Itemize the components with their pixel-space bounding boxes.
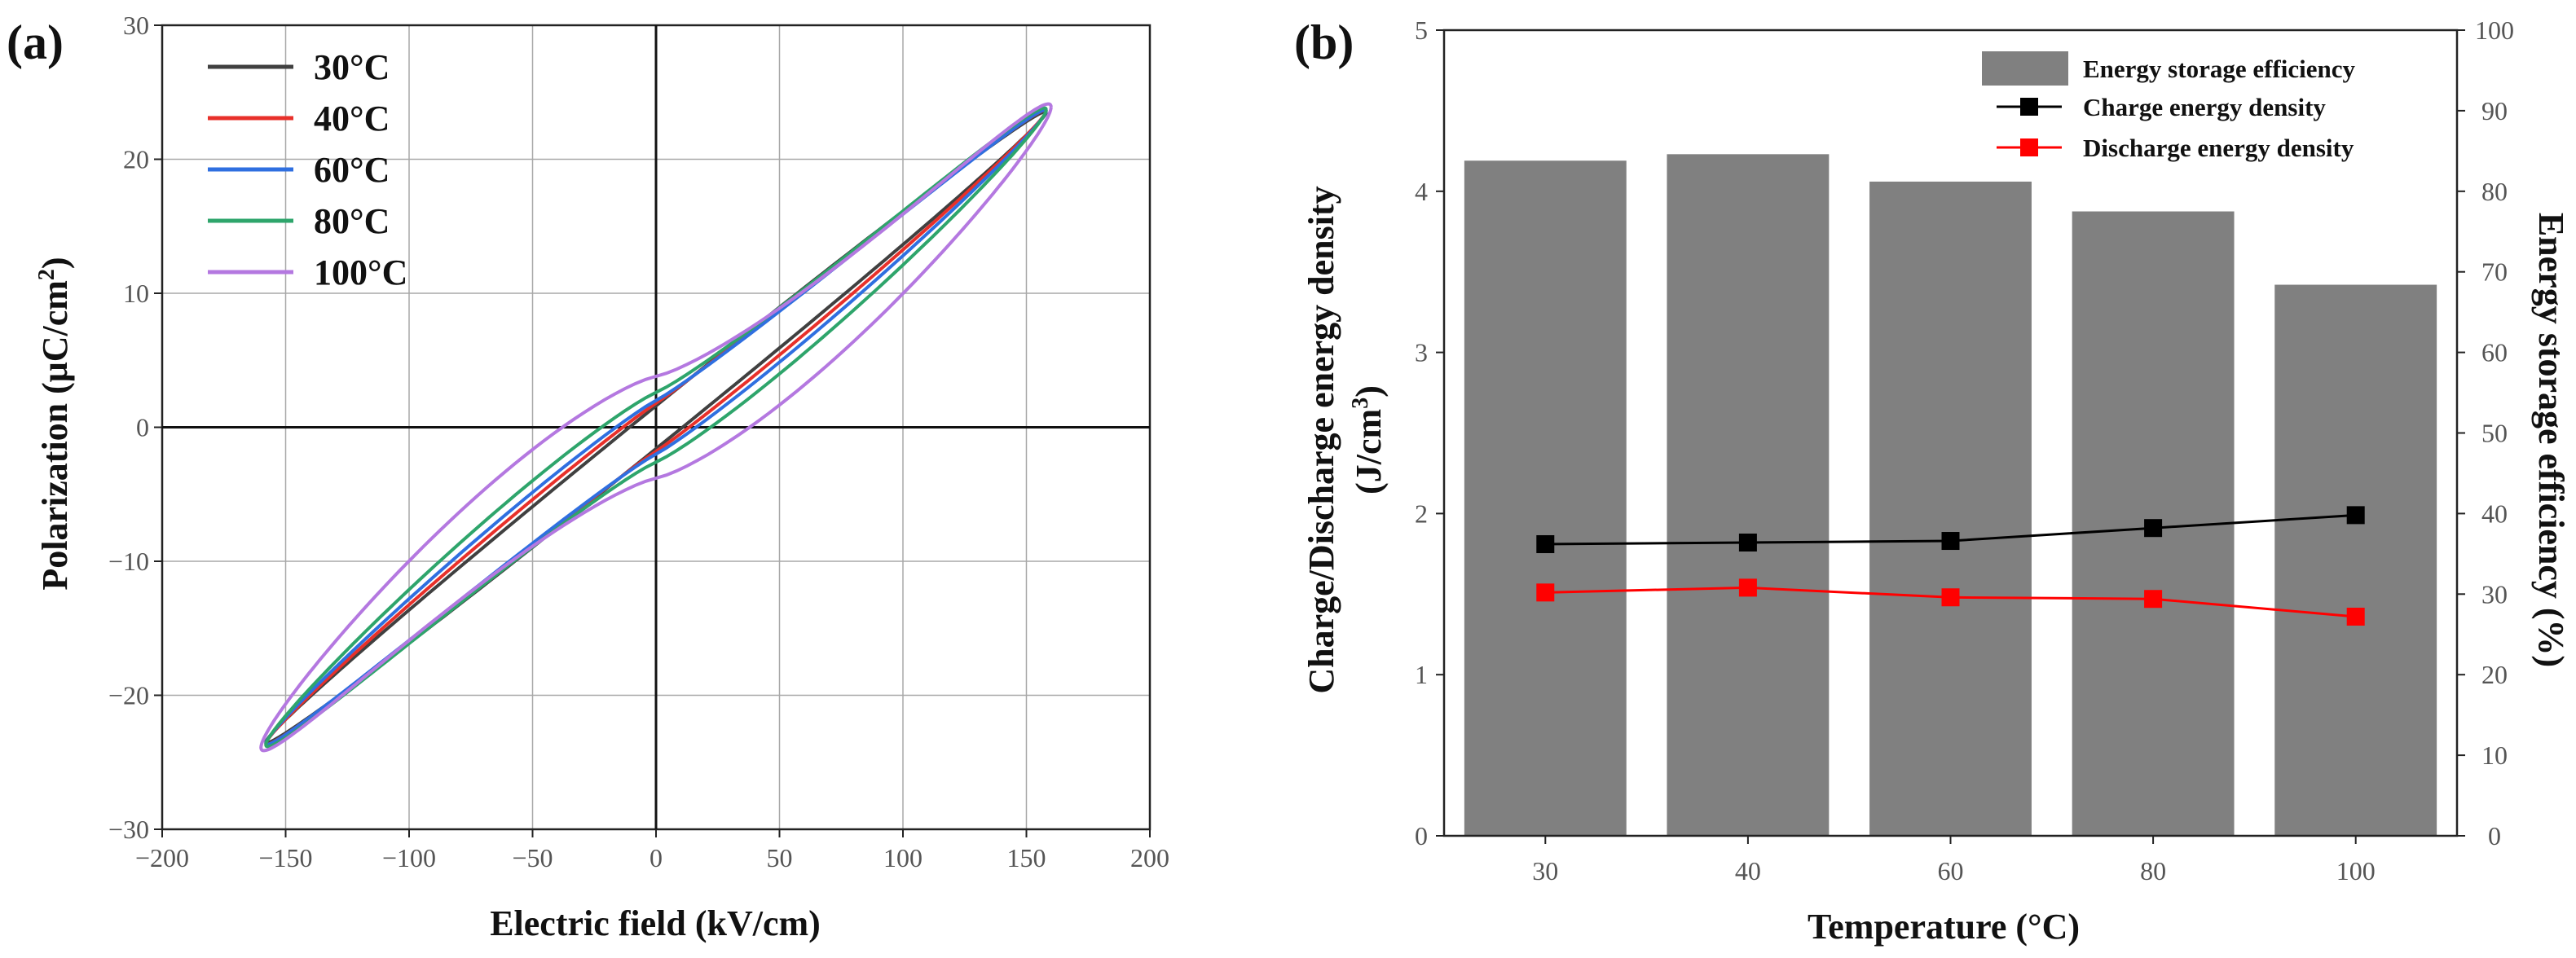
panel-b-right-tick-label: 0 bbox=[2488, 821, 2501, 850]
panel-b-left-tick-label: 0 bbox=[1415, 821, 1428, 850]
panel-b-right-tick-label: 90 bbox=[2481, 96, 2508, 125]
panel-a-y-tick-label: 30 bbox=[123, 11, 149, 40]
panel-a-y-tick-label: −20 bbox=[108, 681, 149, 710]
panel-b-left-axis-label-line2: (J/cm3) bbox=[1348, 385, 1389, 494]
panel-b-legend-marker bbox=[2020, 138, 2038, 156]
panel-a-ticks: −200 −150 −100 −50 0 50 100 150 200−30−20−100102… bbox=[108, 11, 1169, 872]
panel-a-legend-label: 80°C bbox=[314, 201, 390, 241]
panel-b-right-tick-label: 10 bbox=[2481, 740, 2508, 770]
panel-a-y-tick-label: −10 bbox=[108, 547, 149, 576]
panel-b-right-tick-label: 30 bbox=[2481, 579, 2508, 609]
panel-a-y-tick-label: 0 bbox=[136, 413, 149, 442]
panel-a-legend-label: 30°C bbox=[314, 47, 390, 87]
panel-b-left-tick-label: 1 bbox=[1415, 660, 1428, 689]
panel-b-x-axis-label: Temperature (°C) bbox=[1808, 907, 2080, 947]
panel-b-bar-60 bbox=[1869, 181, 2032, 836]
panel-b-right-tick-label: 20 bbox=[2481, 660, 2508, 689]
panel-b-right-tick-label: 50 bbox=[2481, 419, 2508, 448]
panel-a-curves bbox=[259, 102, 1053, 753]
panel-a-x-tick-label: 100 bbox=[883, 843, 923, 872]
panel-a-axes bbox=[161, 24, 1151, 831]
panel-b-left-tick-label: 2 bbox=[1415, 499, 1428, 528]
panel-b-right-tick-label: 80 bbox=[2481, 177, 2508, 206]
panel-b-series-1-point bbox=[1536, 583, 1555, 602]
panel-b-right-tick-label: 70 bbox=[2481, 257, 2508, 287]
panel-b-right-tick-label: 100 bbox=[2475, 15, 2514, 45]
panel-b-legend-bar-swatch bbox=[1982, 51, 2068, 86]
panel-b-x-tick-label: 100 bbox=[2336, 856, 2376, 885]
panel-b-left-tick-label: 4 bbox=[1415, 177, 1428, 206]
panel-a-y-axis-label: Polarization (μC/cm2) bbox=[34, 257, 75, 590]
panel-a-legend: 30°C 40°C 60°C 80°C 100°C bbox=[208, 47, 407, 292]
panel-b-series-1-point bbox=[2144, 590, 2163, 609]
panel-b-right-tick-label: 60 bbox=[2481, 338, 2508, 367]
panel-a-x-tick-label: −150 bbox=[258, 843, 312, 872]
panel-b-bar-30 bbox=[1464, 160, 1627, 836]
panel-a-legend-label: 60°C bbox=[314, 150, 390, 190]
panel-b-right-axis-label: Energy storage efficiency (%) bbox=[2531, 213, 2571, 667]
panel-b-legend-bar-label: Energy storage efficiency bbox=[2083, 55, 2355, 83]
panel-a-x-tick-label: −200 bbox=[135, 843, 189, 872]
panel-b-bar-100 bbox=[2274, 284, 2437, 836]
panel-b-series-0-point bbox=[2346, 506, 2365, 525]
panel-a-x-tick-label: −50 bbox=[512, 843, 553, 872]
panel-b-legend-line-label: Discharge energy density bbox=[2083, 134, 2354, 162]
panel-a-x-axis-label: Electric field (kV/cm) bbox=[490, 903, 821, 943]
panel-a-x-tick-label: −100 bbox=[382, 843, 436, 872]
panel-b-series-0-point bbox=[2144, 519, 2163, 538]
panel-a-x-tick-label: 150 bbox=[1007, 843, 1046, 872]
panel-b-bars bbox=[1464, 154, 2437, 836]
panel-b-legend-marker bbox=[2020, 98, 2038, 116]
panel-b-x-tick-label: 40 bbox=[1735, 856, 1761, 885]
panel-a-y-tick-label: 10 bbox=[123, 279, 149, 308]
panel-b-x-tick-label: 80 bbox=[2140, 856, 2166, 885]
panel-b-series-0-point bbox=[1738, 534, 1757, 552]
panel-b-label: (b) bbox=[1294, 15, 1354, 69]
panel-a-y-tick-label: −30 bbox=[108, 815, 149, 844]
panel-b-bar-40 bbox=[1667, 154, 1830, 836]
panel-b-x-tick-label: 60 bbox=[1938, 856, 1964, 885]
panel-b-left-tick-label: 3 bbox=[1415, 338, 1428, 367]
panel-a-legend-label: 40°C bbox=[314, 99, 390, 138]
panel-a-loop-4 bbox=[259, 102, 1053, 753]
panel-b-series-1-point bbox=[1738, 578, 1757, 597]
panel-a-x-tick-label: 50 bbox=[767, 843, 793, 872]
panel-b-x-tick-label: 30 bbox=[1532, 856, 1558, 885]
panel-b-series-0-point bbox=[1536, 534, 1555, 553]
panel-b-lines bbox=[1536, 506, 2365, 626]
panel-b-legend: Energy storage efficiency Charge energy d… bbox=[1982, 51, 2355, 162]
panel-a-legend-label: 100°C bbox=[314, 253, 407, 292]
panel-b-right-tick-label: 40 bbox=[2481, 499, 2508, 528]
panel-a-label: (a) bbox=[7, 15, 64, 69]
panel-b-left-tick-label: 5 bbox=[1415, 15, 1428, 45]
panel-a-loop-3 bbox=[264, 106, 1048, 749]
panel-a-y-tick-label: 20 bbox=[123, 145, 149, 174]
panel-a-x-tick-label: 0 bbox=[650, 843, 663, 872]
panel-b-legend-line-label: Charge energy density bbox=[2083, 93, 2326, 121]
panel-a-x-tick-label: 200 bbox=[1130, 843, 1169, 872]
panel-b-left-axis-label-line1: Charge/Discharge energy density bbox=[1301, 186, 1341, 693]
panel-b-series-1-point bbox=[1941, 588, 1960, 607]
panel-a: (a) −200 −150 −100 −50 0 50 100 150 200−30−20−10… bbox=[7, 11, 1169, 943]
panel-b-series-0-point bbox=[1941, 532, 1960, 551]
panel-b-series-1-point bbox=[2346, 607, 2365, 626]
